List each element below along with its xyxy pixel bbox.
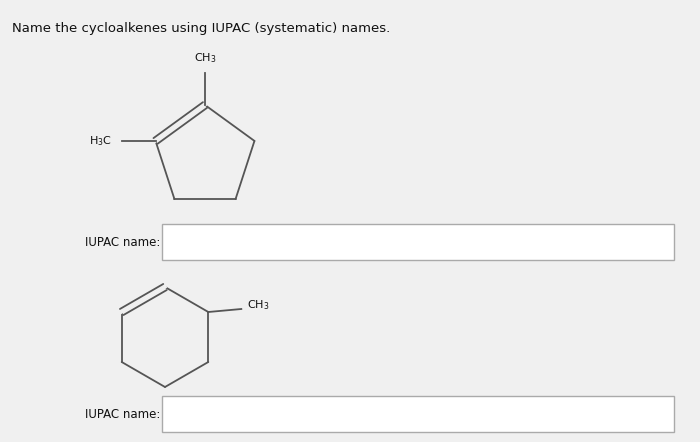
Text: IUPAC name:: IUPAC name: bbox=[85, 236, 160, 248]
Text: CH$_3$: CH$_3$ bbox=[247, 298, 270, 312]
FancyBboxPatch shape bbox=[162, 396, 674, 432]
Text: IUPAC name:: IUPAC name: bbox=[85, 408, 160, 420]
Text: CH$_3$: CH$_3$ bbox=[194, 51, 216, 65]
FancyBboxPatch shape bbox=[162, 224, 674, 260]
Text: Name the cycloalkenes using IUPAC (systematic) names.: Name the cycloalkenes using IUPAC (syste… bbox=[12, 22, 391, 35]
Text: H$_3$C: H$_3$C bbox=[89, 134, 111, 148]
